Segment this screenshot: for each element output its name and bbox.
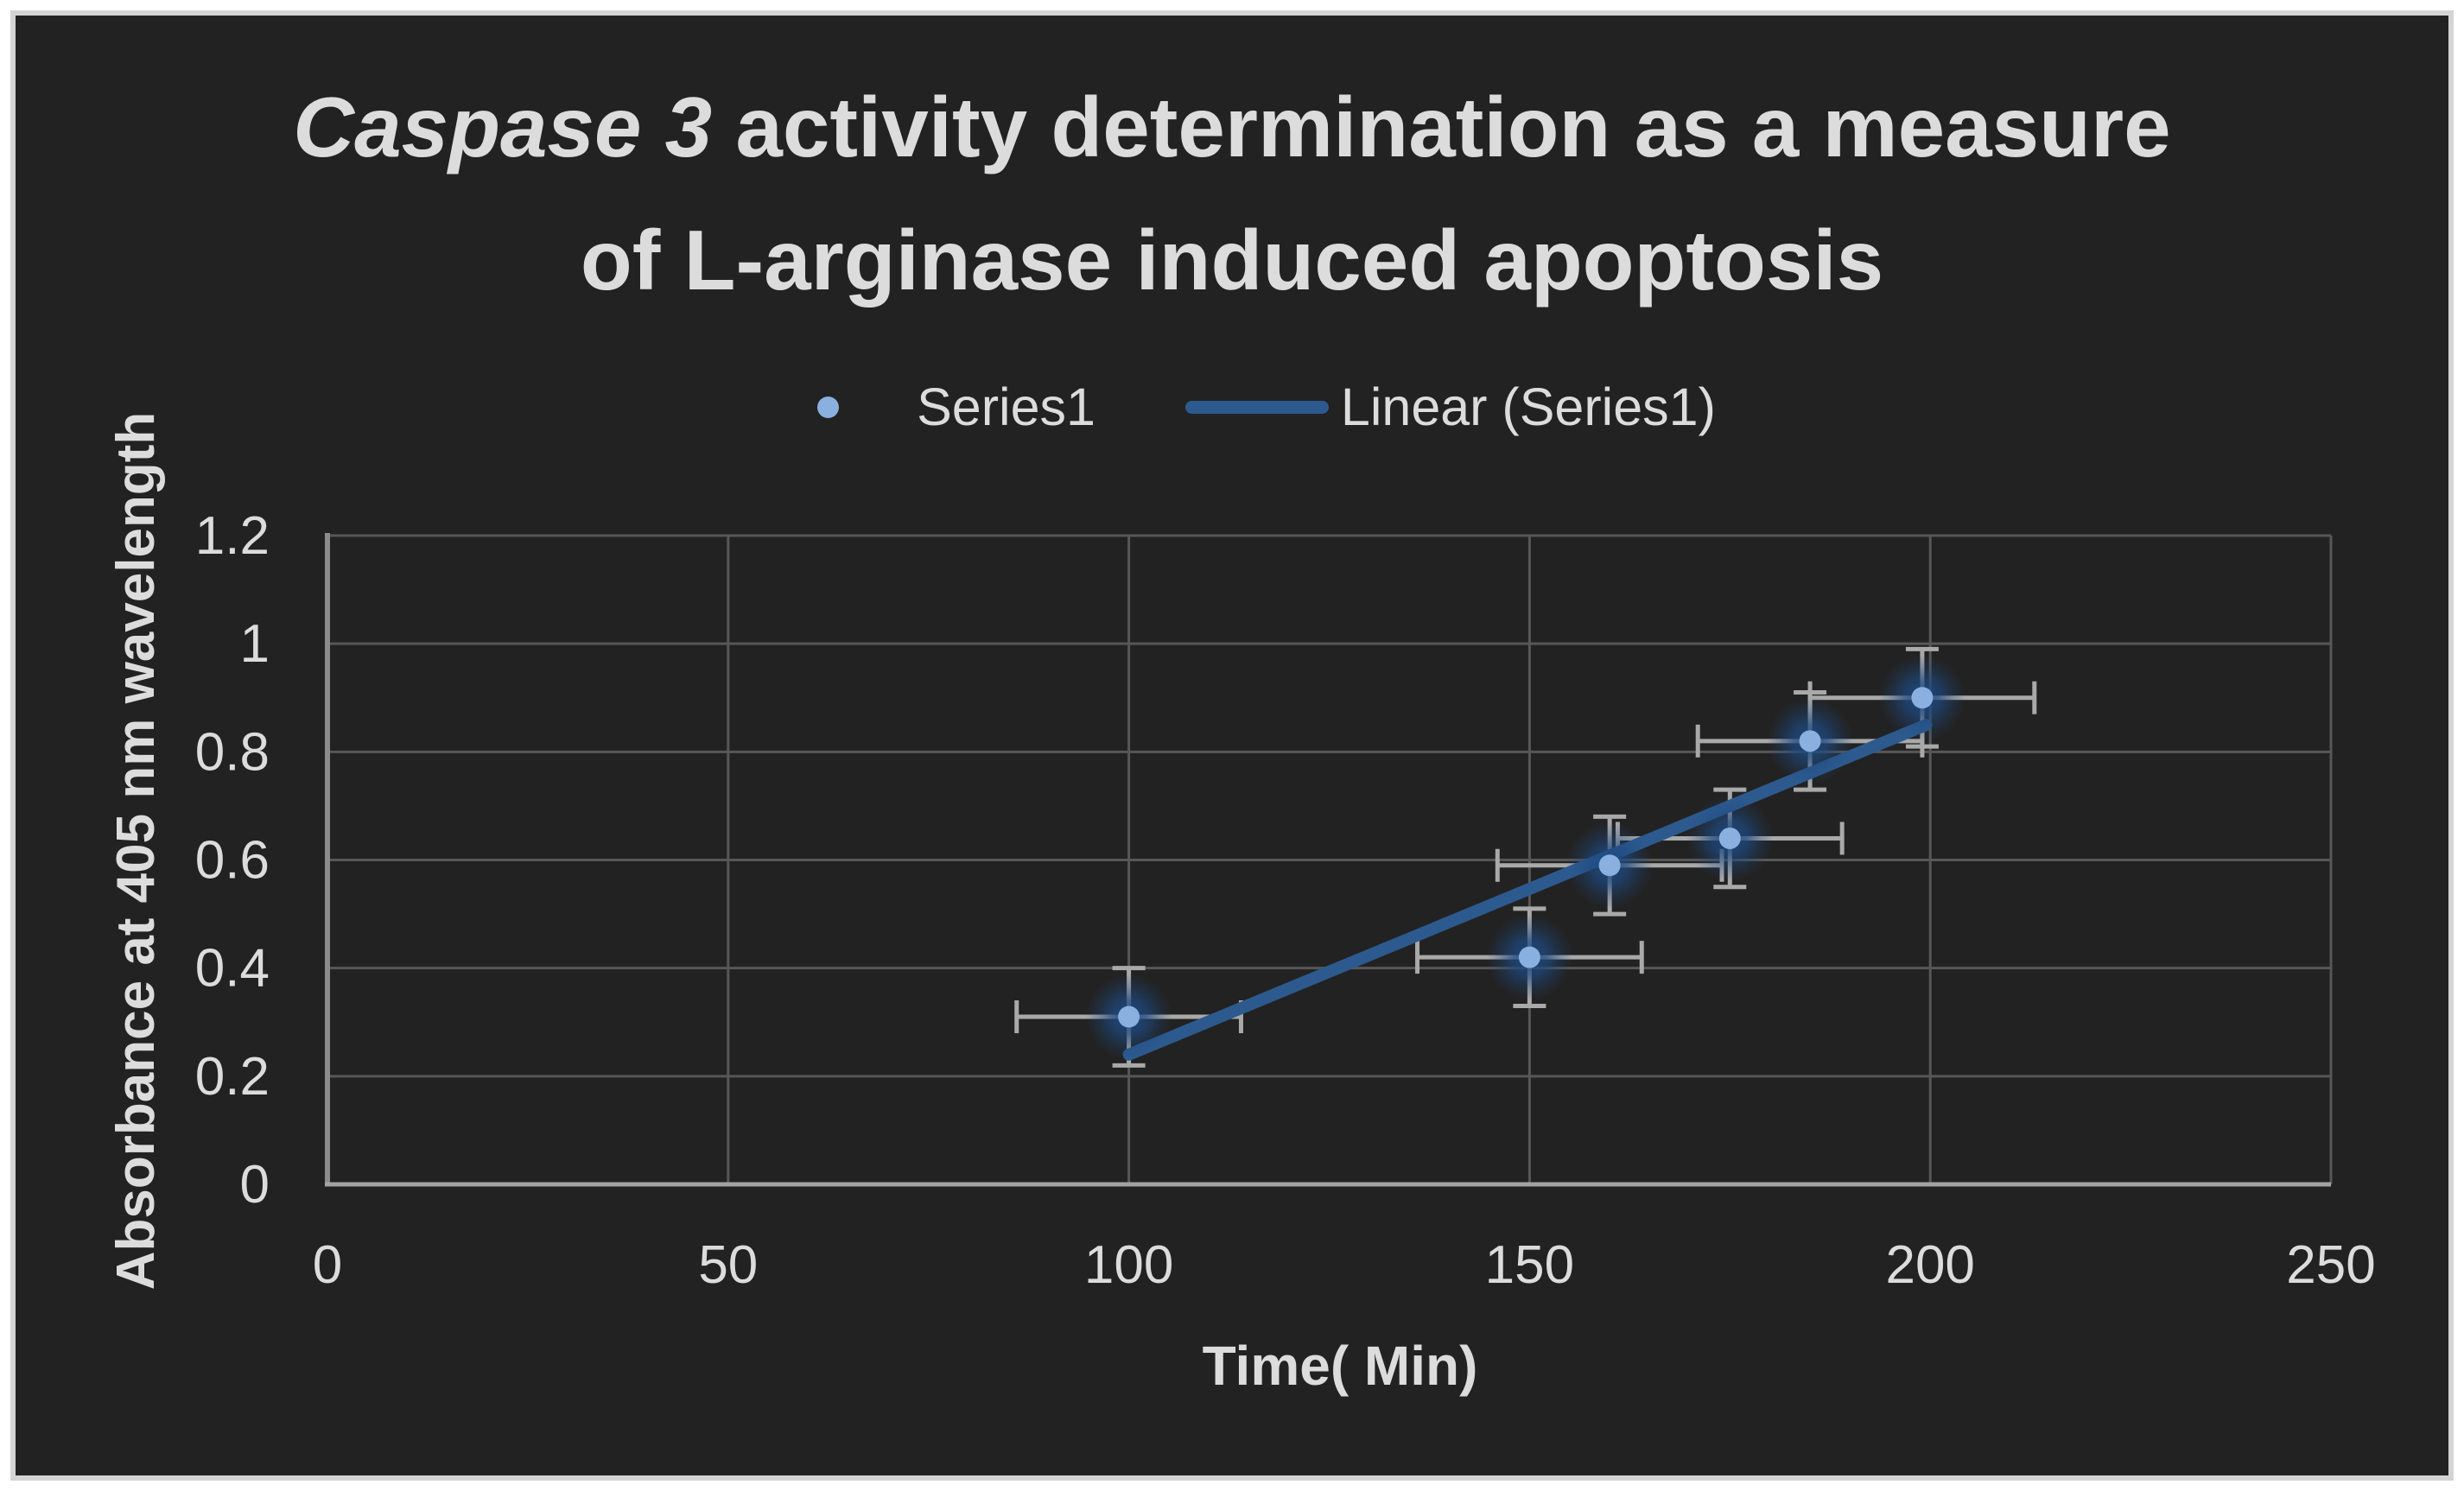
x-axis-title: Time( Min) xyxy=(1202,1335,1478,1397)
x-tick-label: 150 xyxy=(1485,1235,1574,1295)
y-axis-title: Absorbance at 405 nm wavelength xyxy=(106,411,166,1291)
x-tick-label: 0 xyxy=(313,1235,342,1295)
chart-title-line1: Caspase 3 activity determination as a me… xyxy=(0,60,2464,194)
series1-dot-marker-icon xyxy=(817,396,840,418)
y-tick-label: 1.2 xyxy=(195,506,270,566)
data-point xyxy=(1911,687,1934,709)
data-point xyxy=(1799,730,1821,752)
legend-label-linear: Linear (Series1) xyxy=(1340,378,1716,436)
legend-label-series1: Series1 xyxy=(917,378,1095,436)
chart-title-line1-rest: activity determination as a measure xyxy=(712,79,2171,174)
chart-title-line2: of L-arginase induced apoptosis xyxy=(580,213,1884,308)
data-point xyxy=(1598,854,1621,877)
x-tick-label: 100 xyxy=(1084,1235,1173,1295)
y-tick-label: 1 xyxy=(240,614,270,674)
data-point xyxy=(1118,1006,1140,1028)
legend: Series1 Linear (Series1) xyxy=(0,377,2464,437)
y-tick-label: 0.2 xyxy=(195,1047,270,1107)
data-point xyxy=(1718,827,1741,849)
chart-title-italic-part: Caspase 3 xyxy=(293,79,713,174)
y-tick-label: 0.6 xyxy=(195,831,270,891)
x-tick-label: 200 xyxy=(1885,1235,1974,1295)
data-point xyxy=(1518,946,1540,968)
y-tick-label: 0 xyxy=(240,1155,270,1215)
chart-plot-background xyxy=(10,10,2454,1481)
x-tick-label: 50 xyxy=(698,1235,758,1295)
trendline-marker-icon xyxy=(1184,400,1329,414)
chart-title: Caspase 3 activity determination as a me… xyxy=(0,60,2464,327)
x-tick-label: 250 xyxy=(2286,1235,2375,1295)
y-tick-label: 0.8 xyxy=(195,722,270,782)
y-tick-label: 0.4 xyxy=(195,939,270,999)
